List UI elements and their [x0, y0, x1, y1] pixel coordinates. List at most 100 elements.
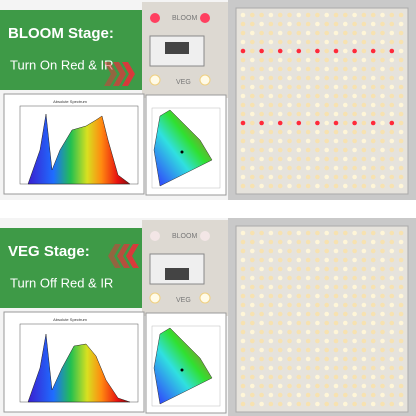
led [352, 392, 357, 398]
led [370, 183, 376, 189]
led [380, 12, 385, 18]
led [389, 66, 395, 72]
led [380, 183, 385, 189]
led [250, 293, 255, 299]
led [305, 147, 311, 153]
led [277, 102, 283, 108]
led [259, 129, 264, 135]
led [259, 183, 264, 189]
led [343, 356, 348, 362]
led [240, 374, 246, 380]
led [277, 39, 283, 45]
led [380, 383, 385, 389]
led [296, 266, 302, 272]
led [343, 165, 348, 171]
led [277, 84, 283, 90]
led [370, 30, 376, 36]
indicator [150, 13, 160, 23]
led [380, 30, 385, 36]
led [343, 93, 348, 99]
led [380, 392, 385, 398]
led [277, 120, 283, 126]
led [333, 57, 339, 63]
led [370, 84, 376, 90]
led [398, 138, 404, 144]
led [380, 230, 385, 236]
led [305, 138, 311, 144]
led [380, 75, 385, 81]
led [398, 174, 404, 180]
led [240, 93, 246, 99]
led [361, 39, 367, 45]
led [259, 93, 264, 99]
led [259, 356, 264, 362]
led [333, 156, 339, 162]
cie-point [180, 368, 184, 372]
led [324, 275, 330, 281]
led [380, 302, 385, 308]
led [240, 165, 246, 171]
led [250, 12, 255, 18]
led [370, 374, 376, 380]
led [361, 266, 367, 272]
led [380, 48, 385, 54]
led [250, 356, 255, 362]
led [370, 356, 376, 362]
led [250, 383, 255, 389]
led [389, 275, 395, 281]
led [361, 284, 367, 290]
led [287, 75, 292, 81]
led [370, 138, 376, 144]
led [361, 329, 367, 335]
panel: VEG Stage: Turn Off Red & IR BLOOM VEG Absol… [0, 218, 416, 416]
led [380, 111, 385, 117]
led [361, 57, 367, 63]
led [389, 266, 395, 272]
led [343, 248, 348, 254]
led [240, 111, 246, 117]
led [277, 248, 283, 254]
led [315, 147, 320, 153]
led [352, 293, 357, 299]
led [259, 365, 264, 371]
led [250, 320, 255, 326]
led [324, 401, 330, 407]
cie-locus [153, 109, 213, 187]
led [398, 365, 404, 371]
led [352, 147, 357, 153]
led [287, 356, 292, 362]
led [343, 57, 348, 63]
led [259, 165, 264, 171]
led [361, 75, 367, 81]
led [361, 311, 367, 317]
led [268, 111, 274, 117]
led [333, 12, 339, 18]
led [296, 293, 302, 299]
led [380, 138, 385, 144]
led [333, 311, 339, 317]
led [296, 356, 302, 362]
led [389, 57, 395, 63]
led [305, 365, 311, 371]
led [277, 156, 283, 162]
led [259, 66, 264, 72]
led [315, 311, 320, 317]
led [268, 338, 274, 344]
led [361, 320, 367, 326]
led [389, 374, 395, 380]
led [305, 302, 311, 308]
led [259, 138, 264, 144]
led [240, 39, 246, 45]
led [370, 12, 376, 18]
led [250, 156, 255, 162]
led [398, 338, 404, 344]
led [315, 12, 320, 18]
cie-locus [153, 327, 213, 405]
spectrum-curve [27, 333, 131, 403]
led [315, 302, 320, 308]
led [398, 48, 404, 54]
led [277, 147, 283, 153]
led [268, 293, 274, 299]
led [250, 75, 255, 81]
led [380, 57, 385, 63]
